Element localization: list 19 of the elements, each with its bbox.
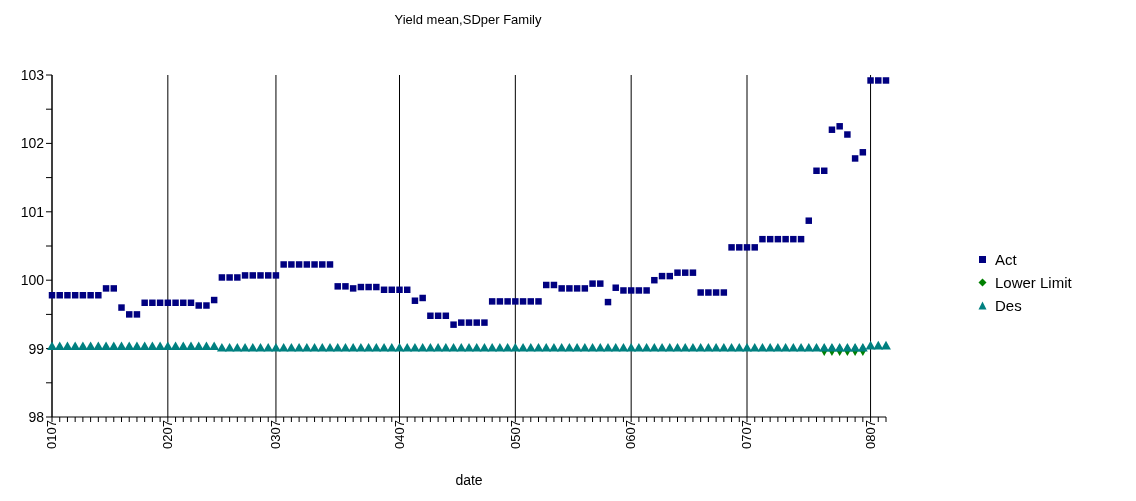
x-tick-label: 0107 xyxy=(44,420,60,449)
x-axis-title: date xyxy=(455,472,483,488)
y-tick-label: 103 xyxy=(20,66,45,83)
legend-label: Lower Limit xyxy=(995,274,1072,291)
y-tick-label: 98 xyxy=(28,408,45,425)
legend-label: Act xyxy=(995,251,1017,268)
x-tick-label: 0407 xyxy=(391,420,407,449)
y-tick-label: 100 xyxy=(20,272,45,289)
x-tick-label: 0507 xyxy=(507,420,523,449)
y-tick-label: 101 xyxy=(20,203,45,220)
x-tick-label: 0707 xyxy=(739,420,755,449)
x-tick-label: 0207 xyxy=(160,420,176,449)
y-tick-label: 102 xyxy=(20,135,45,152)
chart-title: Yield mean,SDper Family xyxy=(393,12,543,27)
x-tick-label: 0307 xyxy=(268,420,284,449)
x-tick-label: 0807 xyxy=(862,420,878,449)
legend-label: Des xyxy=(995,297,1022,314)
x-tick-label: 0607 xyxy=(623,420,639,449)
y-tick-label: 99 xyxy=(28,340,45,357)
